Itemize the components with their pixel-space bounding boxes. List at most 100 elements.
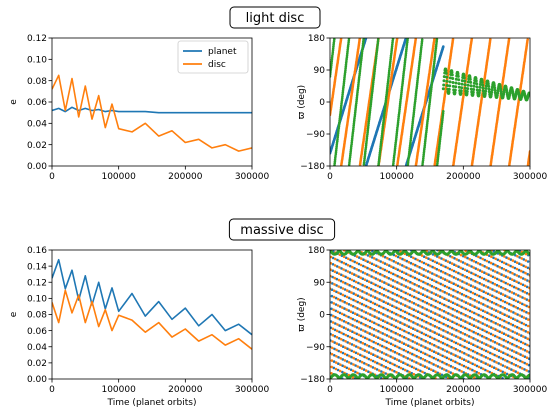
scatter-point (430, 303, 433, 307)
scatter-point (374, 335, 378, 339)
scatter-point (461, 344, 464, 348)
scatter-point (370, 327, 374, 330)
scatter-point (345, 295, 349, 299)
scatter-point (490, 90, 494, 94)
scatter-point (484, 349, 488, 353)
scatter-point (366, 131, 369, 134)
scatter-point (517, 339, 521, 343)
scatter-point (399, 314, 402, 318)
scatter-point (351, 369, 355, 373)
scatter-point (394, 267, 398, 271)
scatter-point (401, 315, 405, 319)
scatter-point (457, 329, 460, 333)
scatter-point (343, 78, 346, 81)
scatter-point (349, 316, 353, 320)
scatter-point (477, 301, 481, 304)
scatter-point (441, 270, 445, 274)
scatter-point (466, 256, 469, 260)
scatter-point (504, 269, 508, 272)
scatter-point (344, 281, 347, 285)
scatter-point (491, 352, 494, 356)
scatter-point (383, 326, 387, 330)
scatter-point (441, 87, 445, 91)
scatter-point (453, 315, 457, 318)
scatter-point (435, 332, 439, 336)
scatter-point (428, 361, 431, 364)
scatter-point (364, 146, 368, 149)
scatter-point (468, 328, 471, 332)
y-tick-label: −90 (306, 343, 325, 353)
scatter-point (446, 260, 450, 263)
scatter-point (459, 331, 463, 334)
scatter-point (390, 317, 394, 320)
scatter-point (412, 114, 415, 118)
scatter-point (339, 363, 342, 367)
scatter-point (335, 265, 339, 268)
scatter-point (424, 134, 428, 138)
scatter-point (385, 288, 388, 292)
scatter-point (438, 314, 441, 317)
scatter-point (442, 45, 445, 48)
scatter-point (500, 266, 504, 270)
scatter-point (406, 292, 410, 296)
scatter-point (510, 355, 514, 359)
scatter-point (368, 261, 372, 265)
scatter-point (353, 113, 357, 116)
scatter-point (433, 266, 437, 270)
scatter-point (347, 39, 351, 42)
scatter-point (330, 255, 333, 259)
scatter-series-1 (330, 250, 530, 379)
scatter-point (522, 309, 526, 313)
scatter-point (433, 318, 437, 322)
scatter-point (356, 358, 360, 362)
scatter-point (515, 344, 518, 348)
scatter-point (502, 274, 506, 277)
scatter-point (337, 285, 341, 288)
scatter-point (422, 255, 426, 258)
scatter-point (409, 135, 413, 138)
scatter-point (443, 342, 447, 346)
scatter-point (440, 126, 443, 130)
scatter-point (438, 320, 441, 324)
scatter-point (441, 290, 444, 293)
scatter-point (417, 64, 421, 68)
scatter-point (335, 290, 338, 294)
scatter-point (487, 344, 490, 347)
scatter-point (480, 353, 483, 357)
scatter-point (366, 331, 369, 334)
scatter-point (334, 152, 338, 156)
scatter-point (479, 327, 482, 331)
scatter-point (330, 359, 334, 362)
scatter-point (483, 329, 486, 333)
scatter-point (485, 336, 488, 340)
scatter-point (379, 331, 382, 334)
scatter-point (392, 272, 395, 276)
scatter-point (366, 266, 369, 270)
scatter-point (431, 330, 434, 333)
scatter-point (458, 350, 462, 353)
scatter-point (385, 282, 388, 285)
scatter-point (410, 131, 413, 135)
scatter-point (388, 63, 392, 67)
scatter-point (381, 267, 385, 271)
scatter-point (487, 90, 491, 94)
scatter-point (376, 349, 380, 352)
scatter-point (412, 256, 415, 260)
scatter-point (508, 367, 511, 370)
scatter-point (445, 362, 448, 366)
scatter-point (363, 336, 367, 340)
scatter-point (470, 265, 473, 268)
scatter-point (384, 97, 388, 100)
scatter-point (516, 365, 520, 368)
scatter-point (496, 271, 499, 274)
scatter-point (507, 328, 510, 331)
scatter-point (480, 276, 484, 280)
scatter-point (445, 298, 448, 302)
scatter-point (505, 372, 509, 376)
scatter-point (426, 118, 430, 121)
scatter-point (378, 356, 382, 360)
scatter-point (419, 356, 423, 360)
scatter-point (495, 302, 498, 306)
scatter-point (381, 128, 384, 132)
scatter-point (341, 287, 345, 290)
